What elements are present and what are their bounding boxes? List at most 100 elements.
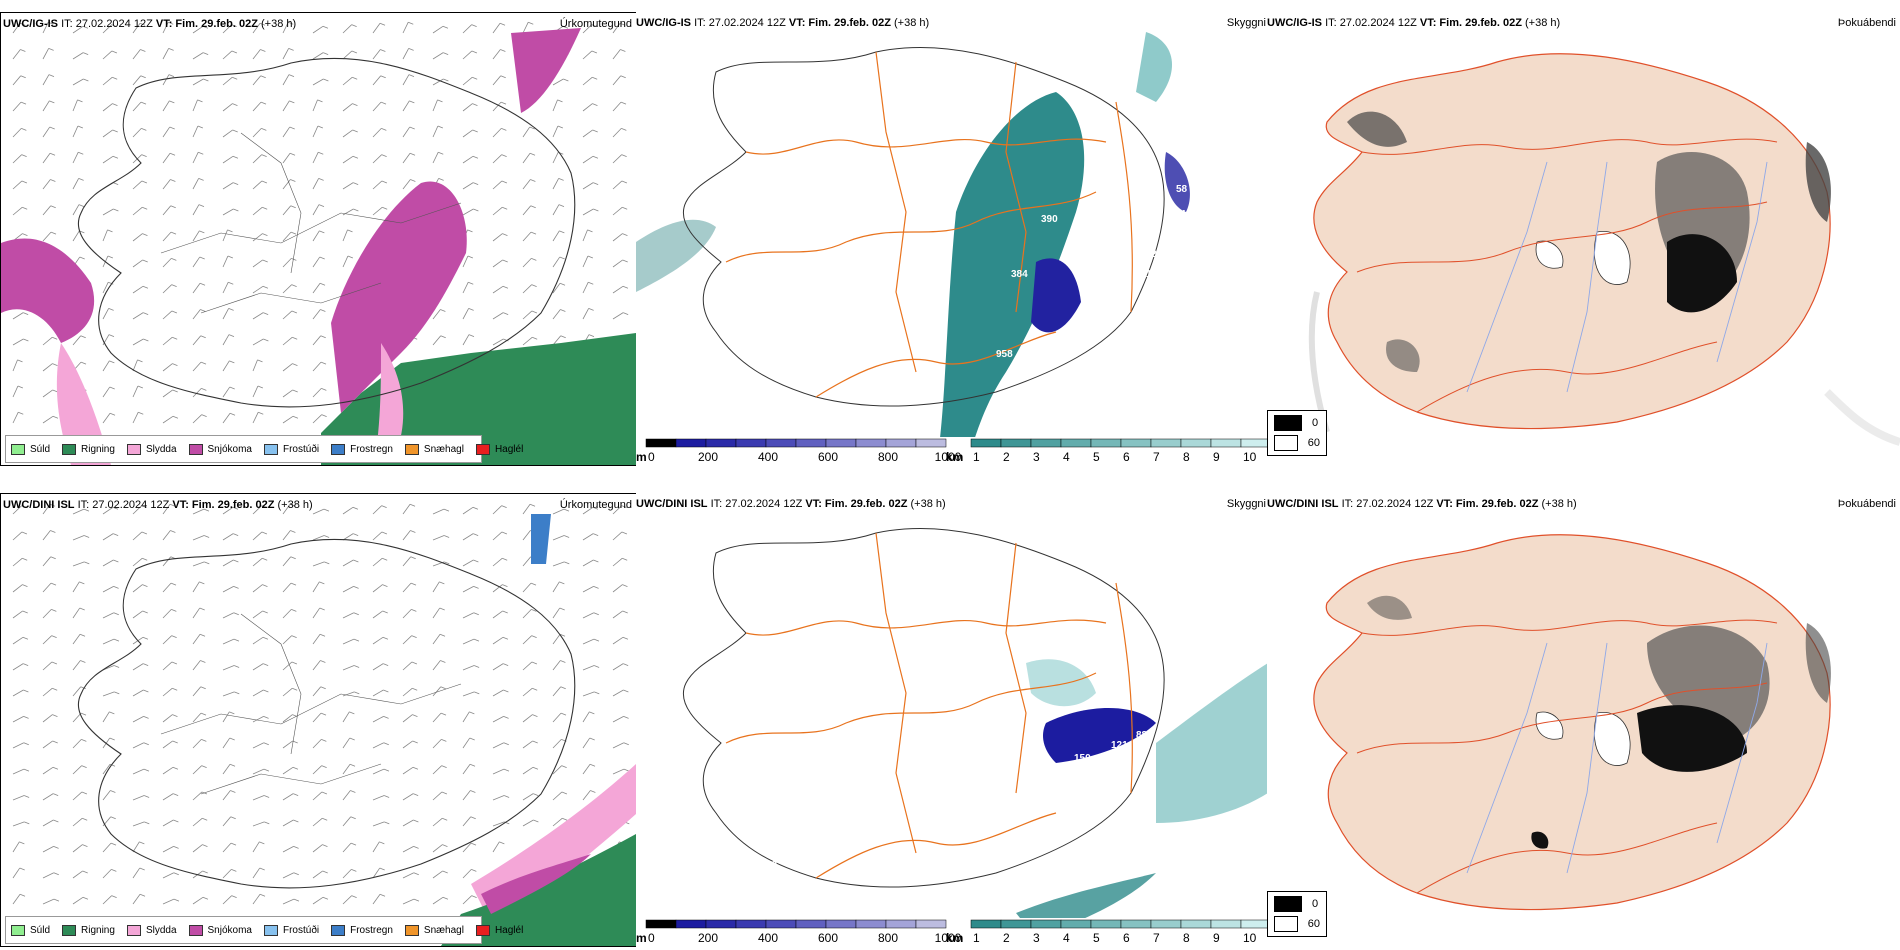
wind-barb (72, 634, 81, 645)
wind-barb (72, 99, 78, 112)
wind-barb (222, 790, 231, 801)
wind-barb-tick (470, 790, 476, 793)
wind-barb-tick (23, 663, 29, 667)
wind-barb (162, 819, 174, 827)
wind-barb (42, 389, 53, 398)
wind-barb-tick (319, 230, 325, 234)
wind-barb (522, 556, 532, 567)
wind-barb-tick (264, 821, 270, 825)
wind-barb (72, 535, 85, 541)
wind-barb (522, 310, 533, 320)
wind-barb (492, 821, 505, 827)
wind-barb-tick (318, 204, 325, 207)
wind-barb (12, 101, 22, 112)
wind-barb (342, 50, 353, 60)
wind-barb-tick (623, 689, 629, 693)
wind-barb-tick (48, 21, 54, 25)
wind-barb-tick (622, 584, 628, 587)
wind-barb (282, 740, 293, 749)
wind-barb (102, 229, 108, 242)
ceiling-value-label: 313 (1081, 262, 1098, 273)
wind-barb-tick (290, 179, 296, 182)
wind-barb-tick (531, 608, 537, 612)
wind-barb-tick (23, 312, 29, 316)
wind-barb-tick (263, 689, 269, 693)
wind-barb-tick (620, 75, 626, 79)
wind-barb-tick (563, 78, 569, 82)
wind-barb (522, 179, 531, 190)
wind-barb-tick (109, 711, 115, 715)
wind-barb-tick (351, 868, 357, 872)
wind-barb-tick (594, 691, 600, 695)
wind-barb (102, 24, 112, 34)
wind-barb (132, 23, 141, 34)
wind-barb-tick (622, 557, 628, 561)
wind-barb-tick (80, 686, 86, 690)
wind-barb (192, 309, 201, 320)
wind-barb-tick (52, 714, 58, 717)
wind-barb (522, 231, 532, 242)
wind-barb-tick (322, 896, 329, 900)
wind-barb-tick (53, 845, 59, 849)
visibility-scale-swatch (1030, 919, 1062, 929)
wind-barb (612, 716, 624, 723)
wind-barb-tick (261, 180, 268, 184)
wind-barb (162, 310, 173, 320)
wind-barb-tick (261, 531, 268, 535)
wind-barb-tick (379, 893, 386, 897)
ceiling-value-label: 12 (766, 860, 778, 871)
visibility-title-top: Skyggni (1226, 17, 1266, 29)
wind-barb-tick (113, 665, 120, 668)
wind-barb-tick (171, 310, 178, 314)
wind-barb (12, 154, 22, 164)
wind-barb (552, 739, 562, 749)
wind-barb (432, 508, 445, 515)
wind-barb (42, 100, 50, 112)
wind-barb (132, 795, 145, 801)
wind-barb (492, 285, 504, 294)
wind-barb (432, 535, 445, 541)
wind-barb (102, 638, 115, 645)
fog-map-top (1308, 53, 1900, 446)
model-name: UWC/DINI ISL (1267, 498, 1339, 510)
wind-barb-tick (290, 582, 297, 586)
wind-barb-tick (623, 742, 629, 746)
wind-barb (492, 841, 500, 853)
wind-barb-tick (623, 312, 629, 316)
wind-barb (432, 686, 442, 697)
wind-barb (162, 48, 169, 60)
wind-barb-tick (292, 766, 299, 770)
wind-barb-tick (141, 127, 147, 131)
wind-barb (432, 765, 442, 775)
wind-barb-tick (263, 663, 269, 667)
init-time: IT: 27.02.2024 12Z (1341, 498, 1434, 510)
wind-barb-tick (562, 25, 569, 29)
wind-barb (432, 791, 443, 801)
wind-barb-tick (52, 389, 58, 393)
ceiling-tick: 1000 (935, 450, 962, 464)
wind-barb-tick (502, 584, 508, 587)
wind-barb-tick (81, 791, 88, 795)
wind-barb (162, 74, 170, 86)
wind-barb (342, 255, 349, 268)
wind-barb-tick (383, 795, 390, 798)
visibility-tick: 10 (1243, 931, 1257, 945)
wind-barb-tick (620, 101, 627, 105)
wind-barb (222, 665, 235, 671)
wind-barb (372, 768, 385, 775)
ceiling-value-label: 150 (1074, 753, 1091, 764)
ceiling-unit: m (636, 450, 647, 464)
visibility-scale-swatch (1150, 438, 1182, 448)
wind-barb (492, 557, 503, 567)
visibility-scale-swatch (1000, 438, 1032, 448)
visibility-scale-swatch (970, 438, 1002, 448)
visibility-tick: 3 (1033, 931, 1040, 945)
wind-barb-tick (142, 584, 148, 587)
wind-barb-tick (439, 581, 445, 585)
wind-barb (42, 714, 53, 723)
legend-item: Haglél (475, 443, 523, 455)
wind-barb-tick (113, 585, 119, 589)
ceiling-tick: 600 (818, 450, 838, 464)
wind-barb (342, 24, 352, 34)
wind-barb-tick (201, 387, 207, 391)
